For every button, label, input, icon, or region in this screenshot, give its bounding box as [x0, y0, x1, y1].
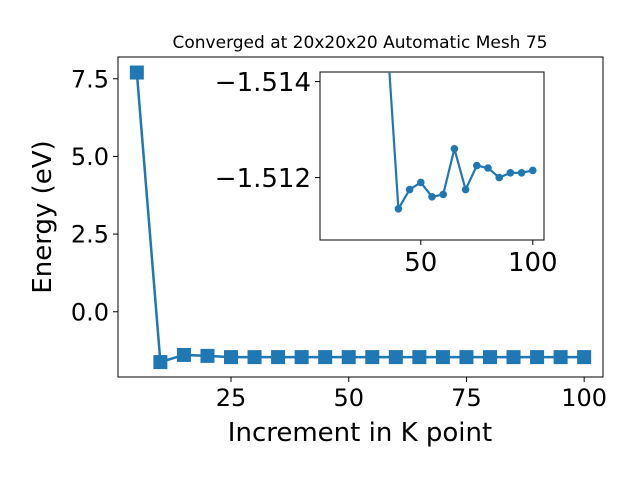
main-data-point [506, 350, 521, 365]
inset-data-point [473, 161, 481, 170]
main-data-point [318, 350, 333, 365]
main-data-point [553, 350, 568, 365]
inset-x-tick-label: 100 [508, 248, 558, 278]
inset-y-tick-label: −1.512 [215, 164, 311, 194]
main-x-tick-label: 25 [216, 384, 247, 412]
inset-data-point [405, 185, 414, 194]
main-data-point [530, 350, 545, 365]
main-data-point [365, 350, 380, 365]
main-data-point [247, 350, 262, 365]
inset-data-point [484, 164, 492, 172]
main-data-point [200, 348, 215, 363]
main-data-point [176, 347, 191, 362]
inset-y-axis-ticks: −1.514 −1.512 [215, 68, 320, 194]
main-data-point [153, 355, 168, 370]
main-data-point [224, 350, 239, 365]
chart-title: Converged at 20x20x20 Automatic Mesh 75 [173, 33, 548, 53]
y-axis-label: Energy (eV) [28, 140, 58, 293]
main-data-point [129, 65, 144, 80]
inset-x-axis-ticks: 50 100 [404, 240, 558, 278]
main-y-axis-ticks: 0.0 2.5 5.0 7.5 [71, 65, 118, 326]
inset-data-point [439, 190, 448, 199]
main-plot-frame [117, 56, 604, 378]
main-data-point [482, 350, 497, 365]
x-axis-label: Increment in K point [228, 418, 492, 448]
inset-data-point [495, 173, 504, 182]
inset-data-point [417, 178, 425, 187]
inset-data-point [506, 169, 515, 177]
inset-data-point [450, 145, 459, 153]
main-data-point [459, 350, 474, 365]
main-x-tick-label: 100 [561, 384, 607, 412]
inset-y-tick-label: −1.514 [215, 68, 311, 98]
main-data-point [294, 350, 309, 365]
main-y-tick-label: 7.5 [71, 65, 109, 93]
inset-data-point [529, 166, 537, 175]
main-data-point [577, 350, 592, 365]
main-y-tick-label: 0.0 [71, 298, 109, 326]
main-x-tick-label: 75 [451, 384, 482, 412]
inset-data-point [394, 205, 403, 213]
main-data-point [412, 350, 427, 365]
main-x-axis-ticks: 25 50 75 100 [216, 377, 607, 412]
main-y-tick-label: 2.5 [71, 221, 109, 249]
main-x-tick-label: 50 [333, 384, 364, 412]
main-data-point [271, 350, 286, 365]
inset-x-tick-label: 50 [404, 248, 437, 278]
main-data-point [435, 350, 450, 365]
main-y-tick-label: 5.0 [71, 143, 109, 171]
inset-data-point [428, 193, 436, 201]
inset-data-point [517, 169, 526, 177]
inset-data-point [461, 185, 470, 194]
main-data-point [388, 350, 403, 365]
main-data-point [341, 350, 356, 365]
inset-series-group [388, 72, 537, 213]
inset-plot-frame [319, 71, 545, 241]
main-series-group [129, 65, 592, 370]
